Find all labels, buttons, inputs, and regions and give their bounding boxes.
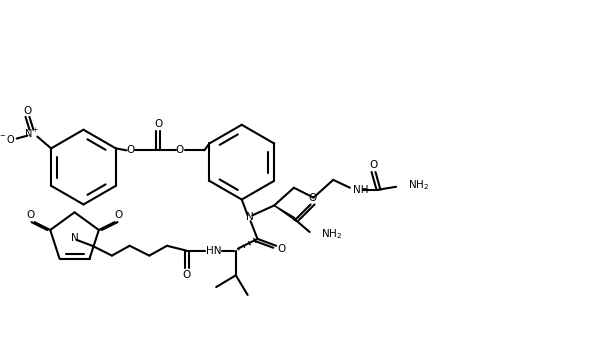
Text: O: O	[182, 270, 191, 280]
Text: N: N	[246, 212, 254, 222]
Text: O: O	[309, 193, 317, 203]
Text: O: O	[24, 106, 32, 116]
Text: O: O	[369, 160, 378, 170]
Text: NH$_2$: NH$_2$	[408, 178, 429, 192]
Text: O: O	[114, 210, 123, 220]
Text: HN: HN	[206, 246, 222, 256]
Text: NH$_2$: NH$_2$	[322, 227, 343, 241]
Text: O: O	[27, 210, 35, 220]
Text: O: O	[176, 146, 184, 155]
Polygon shape	[274, 205, 298, 222]
Text: O: O	[277, 244, 285, 254]
Text: O: O	[154, 119, 162, 129]
Text: NH: NH	[353, 185, 368, 195]
Text: N$^+$: N$^+$	[24, 127, 39, 140]
Text: $^-$O: $^-$O	[0, 132, 16, 144]
Text: N: N	[71, 233, 78, 243]
Text: O: O	[126, 146, 135, 155]
